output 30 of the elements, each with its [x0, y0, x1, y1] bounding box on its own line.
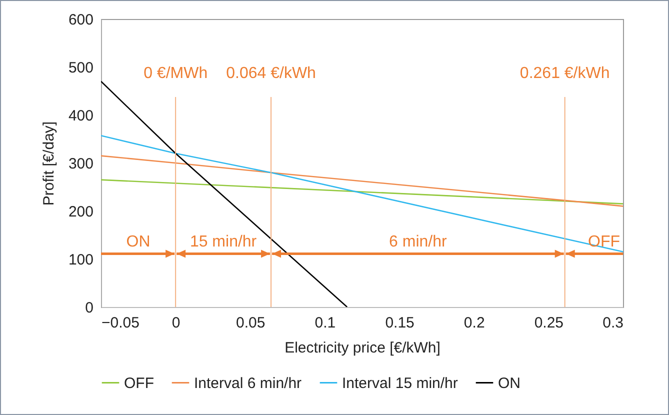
y-tick-label: 0 [85, 300, 94, 316]
ref-line-label: 0.261 €/kWh [520, 65, 610, 82]
annotation: 6 min/hr [389, 234, 448, 251]
y-tick-label: 600 [68, 12, 94, 28]
y-tick-label: 200 [68, 204, 94, 220]
annotation: OFF [588, 234, 620, 251]
y-axis-title: Profit [€/day] [40, 121, 58, 206]
x-tick-label: 0.1 [314, 314, 336, 332]
y-tick-label: 400 [68, 108, 94, 124]
x-tick-label: 0.25 [534, 314, 564, 332]
x-axis-title: Electricity price [€/kWh] [284, 340, 440, 356]
x-tick-label: 0.2 [464, 314, 485, 332]
line-series [101, 155, 623, 207]
legend-label: Interval 15 min/hr [342, 374, 458, 392]
legend-label: Interval 6 min/hr [194, 374, 302, 392]
y-tick-label: 300 [68, 156, 94, 172]
x-tick-label: −0.05 [102, 314, 140, 332]
ref-line-label: 0.064 €/kWh [226, 65, 316, 82]
ref-line-label: 0 €/MWh [144, 65, 208, 82]
x-tick-label: 0 [172, 314, 180, 332]
legend-label: OFF [124, 374, 154, 392]
x-tick-label: 0.3 [602, 314, 624, 332]
annotation: 15 min/hr [190, 234, 258, 251]
line-series [101, 134, 623, 252]
annotation: ON [126, 234, 150, 251]
legend-label: ON [498, 374, 520, 392]
x-tick-label: 0.15 [385, 314, 414, 332]
y-tick-label: 500 [68, 60, 94, 76]
y-tick-label: 100 [68, 252, 94, 268]
x-tick-label: 0.05 [236, 314, 266, 332]
